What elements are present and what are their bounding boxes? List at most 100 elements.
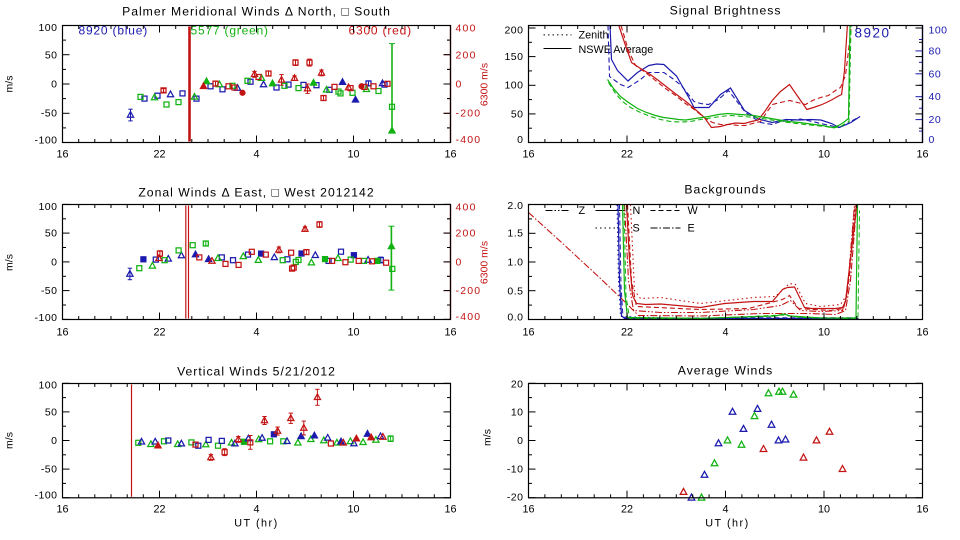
svg-text:22: 22 [621, 504, 633, 516]
svg-text:16: 16 [916, 504, 928, 516]
svg-text:m/s: m/s [482, 429, 494, 446]
svg-text:4: 4 [722, 504, 728, 516]
svg-text:16: 16 [916, 327, 928, 339]
svg-text:5577 (green): 5577 (green) [191, 24, 269, 38]
svg-text:0: 0 [456, 256, 463, 268]
svg-text:0.5: 0.5 [507, 285, 523, 297]
svg-text:60: 60 [929, 68, 942, 80]
svg-text:1.5: 1.5 [507, 228, 523, 240]
svg-text:16: 16 [444, 327, 456, 339]
svg-text:40: 40 [929, 91, 942, 103]
svg-text:4: 4 [722, 327, 728, 339]
svg-text:m/s: m/s [4, 254, 16, 271]
svg-text:16: 16 [56, 149, 68, 161]
svg-text:16: 16 [444, 504, 456, 516]
svg-text:4: 4 [253, 327, 259, 339]
svg-text:0: 0 [456, 79, 463, 91]
svg-text:22: 22 [153, 149, 165, 161]
svg-text:-50: -50 [41, 285, 58, 297]
svg-text:-200: -200 [456, 285, 482, 297]
svg-text:-400: -400 [456, 134, 482, 146]
svg-text:16: 16 [522, 504, 534, 516]
svg-text:0: 0 [51, 79, 57, 91]
svg-text:100: 100 [504, 80, 523, 92]
svg-text:-400: -400 [456, 311, 482, 323]
svg-text:100: 100 [38, 379, 57, 391]
svg-text:NSWE Average: NSWE Average [579, 44, 654, 56]
svg-text:-100: -100 [34, 312, 57, 324]
svg-text:20: 20 [929, 114, 942, 126]
svg-text:10: 10 [347, 327, 359, 339]
svg-text:400: 400 [456, 23, 477, 35]
svg-text:16: 16 [522, 149, 534, 161]
svg-text:m/s: m/s [4, 432, 16, 449]
svg-text:E: E [688, 223, 695, 235]
svg-text:8920 (blue): 8920 (blue) [79, 24, 149, 38]
svg-text:50: 50 [511, 108, 524, 120]
svg-text:Z: Z [579, 205, 586, 217]
svg-text:Zonal Winds Δ East, □ West 201: Zonal Winds Δ East, □ West 2012142 [138, 186, 374, 200]
svg-text:16: 16 [56, 504, 68, 516]
svg-text:80: 80 [929, 45, 942, 57]
svg-text:10: 10 [347, 504, 359, 516]
svg-text:1.0: 1.0 [507, 257, 523, 269]
svg-text:-10: -10 [507, 464, 524, 476]
svg-text:2.0: 2.0 [507, 200, 523, 212]
svg-text:Vertical Winds 5/21/2012: Vertical Winds 5/21/2012 [177, 365, 336, 379]
svg-text:-100: -100 [34, 490, 57, 502]
svg-text:22: 22 [621, 327, 633, 339]
svg-text:4: 4 [253, 504, 259, 516]
svg-text:W: W [688, 205, 699, 217]
svg-text:S: S [633, 223, 640, 235]
svg-text:150: 150 [504, 51, 523, 63]
svg-text:16: 16 [444, 149, 456, 161]
svg-text:0: 0 [517, 435, 523, 447]
svg-text:0: 0 [517, 134, 523, 146]
svg-text:10: 10 [511, 406, 524, 418]
svg-text:6300 (red): 6300 (red) [349, 24, 412, 38]
svg-text:50: 50 [45, 49, 58, 61]
svg-text:200: 200 [504, 25, 523, 37]
svg-text:Zenith: Zenith [579, 30, 609, 42]
svg-text:200: 200 [456, 228, 477, 240]
svg-text:Palmer Meridional Winds Δ Nort: Palmer Meridional Winds Δ North, □ South [122, 5, 391, 19]
svg-text:-200: -200 [456, 108, 482, 120]
svg-text:0: 0 [929, 134, 935, 146]
svg-text:22: 22 [153, 327, 165, 339]
svg-text:N: N [633, 205, 641, 217]
svg-text:8920: 8920 [855, 26, 891, 41]
svg-text:10: 10 [347, 149, 359, 161]
svg-text:10: 10 [818, 327, 830, 339]
svg-text:100: 100 [38, 201, 57, 213]
svg-text:400: 400 [456, 201, 477, 213]
svg-text:UT (hr): UT (hr) [234, 518, 279, 530]
svg-text:m/s: m/s [4, 76, 16, 93]
svg-text:Signal Brightness: Signal Brightness [670, 4, 782, 18]
svg-text:UT (hr): UT (hr) [705, 518, 750, 530]
svg-text:-20: -20 [507, 491, 524, 503]
svg-text:100: 100 [929, 25, 948, 37]
svg-text:100: 100 [38, 22, 57, 34]
svg-text:6300 m/s: 6300 m/s [479, 241, 491, 284]
svg-text:0: 0 [51, 435, 57, 447]
svg-text:Backgrounds: Backgrounds [684, 183, 766, 197]
svg-text:50: 50 [45, 406, 58, 418]
svg-text:-50: -50 [41, 464, 58, 476]
svg-text:16: 16 [522, 327, 534, 339]
svg-text:16: 16 [56, 327, 68, 339]
svg-text:22: 22 [621, 149, 633, 161]
svg-text:6300 m/s: 6300 m/s [479, 63, 491, 106]
svg-text:4: 4 [253, 149, 259, 161]
svg-text:4: 4 [722, 149, 728, 161]
svg-text:16: 16 [916, 149, 928, 161]
svg-text:20: 20 [511, 379, 524, 391]
svg-text:0: 0 [51, 256, 57, 268]
svg-text:22: 22 [153, 504, 165, 516]
svg-text:0.0: 0.0 [507, 312, 523, 324]
svg-text:Average Winds: Average Winds [678, 364, 773, 378]
svg-text:200: 200 [456, 49, 477, 61]
svg-text:50: 50 [45, 228, 58, 240]
svg-text:10: 10 [818, 149, 830, 161]
svg-text:-50: -50 [41, 108, 58, 120]
svg-text:-100: -100 [34, 135, 57, 147]
